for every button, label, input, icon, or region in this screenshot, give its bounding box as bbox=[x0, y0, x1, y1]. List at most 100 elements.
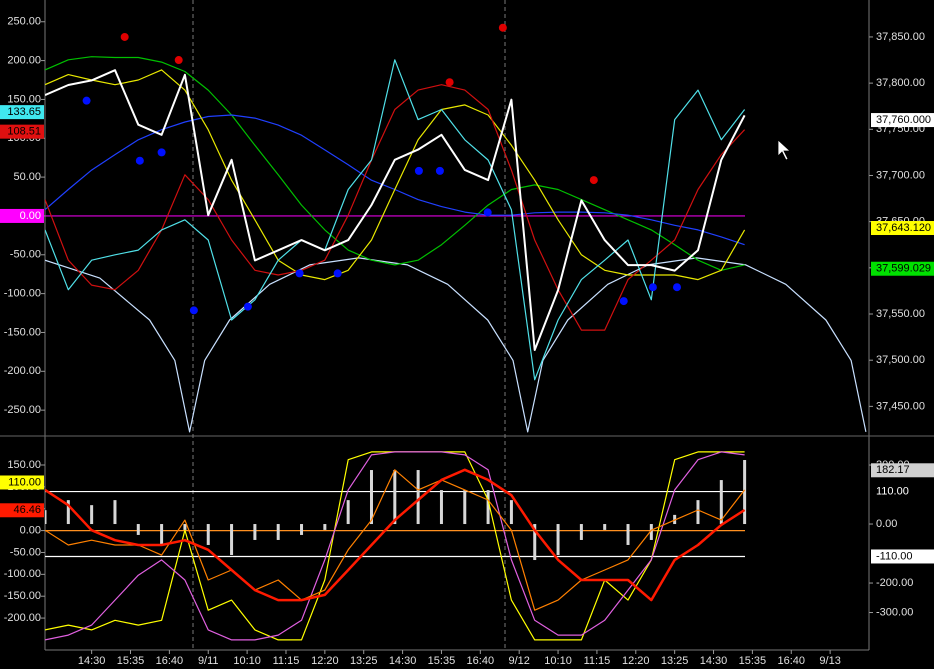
value-tag-label: 37,643.120 bbox=[876, 222, 931, 234]
signal-dot bbox=[498, 23, 507, 32]
y2-tick-label: 37,450.00 bbox=[876, 400, 925, 412]
series-line bbox=[45, 468, 746, 602]
signal-dot bbox=[483, 208, 492, 217]
histogram-bar bbox=[45, 510, 47, 525]
series-line bbox=[45, 59, 746, 381]
value-tag bbox=[0, 475, 44, 490]
histogram-bar bbox=[556, 524, 560, 556]
y2-tick-label: 37,850.00 bbox=[876, 31, 925, 43]
y-tick-label: -100.00 bbox=[4, 568, 41, 580]
histogram-bar bbox=[136, 524, 140, 535]
y2-tick-label: -300.00 bbox=[876, 606, 913, 618]
signal-dot bbox=[243, 302, 252, 311]
y-tick-label: 150.00 bbox=[7, 459, 41, 471]
signal-dot bbox=[120, 32, 129, 41]
panel bbox=[45, 23, 867, 433]
value-tag-label: 37,760.000 bbox=[876, 114, 931, 126]
histogram-bar bbox=[509, 500, 513, 525]
histogram-bar bbox=[230, 524, 234, 556]
signal-dot bbox=[295, 269, 304, 278]
y-tick-label: -150.00 bbox=[4, 326, 41, 338]
y2-tick-label: 37,800.00 bbox=[876, 77, 925, 89]
series-line bbox=[45, 451, 745, 641]
histogram-bar bbox=[369, 470, 373, 525]
histogram-bar bbox=[649, 524, 653, 540]
x-tick-label: 9/11 bbox=[198, 655, 219, 667]
histogram-bar bbox=[323, 524, 327, 530]
histogram-bar bbox=[603, 524, 607, 530]
value-tag-label: 0.00 bbox=[20, 210, 41, 222]
signal-dot bbox=[619, 297, 628, 306]
value-tag bbox=[0, 503, 44, 518]
value-tag-label: -110.00 bbox=[876, 550, 913, 562]
histogram-bar bbox=[579, 524, 583, 540]
histogram-bar bbox=[90, 505, 94, 525]
value-tag bbox=[871, 261, 934, 276]
value-tag-label: 110.00 bbox=[8, 476, 41, 488]
value-tag bbox=[0, 208, 44, 223]
histogram-bar bbox=[253, 524, 257, 540]
value-tag bbox=[871, 113, 934, 128]
y-tick-label: -150.00 bbox=[4, 590, 41, 602]
y2-tick-label: 37,550.00 bbox=[876, 308, 925, 320]
histogram-bar bbox=[276, 524, 280, 540]
histogram-bar bbox=[743, 460, 747, 525]
signal-dot bbox=[648, 283, 657, 292]
value-tag bbox=[871, 221, 934, 236]
y2-tick-label: 37,500.00 bbox=[876, 354, 925, 366]
signal-dot bbox=[157, 148, 166, 157]
x-tick-label: 14:30 bbox=[700, 655, 728, 667]
x-tick-label: 14:30 bbox=[78, 655, 106, 667]
y-tick-label: 50.00 bbox=[13, 171, 41, 183]
histogram-bar bbox=[393, 470, 397, 525]
y-tick-label: -250.00 bbox=[4, 404, 41, 416]
histogram-bar bbox=[346, 500, 350, 525]
x-tick-label: 16:40 bbox=[467, 655, 495, 667]
histogram-bar bbox=[416, 470, 420, 525]
y-tick-label: -200.00 bbox=[4, 365, 41, 377]
signal-dot bbox=[333, 269, 342, 278]
signal-dot bbox=[589, 176, 598, 185]
y-tick-label: 0.00 bbox=[20, 525, 41, 537]
x-tick-label: 16:40 bbox=[777, 655, 805, 667]
histogram-bar bbox=[300, 524, 304, 535]
histogram-bar bbox=[463, 490, 467, 525]
histogram-bar bbox=[696, 500, 700, 525]
series-line bbox=[45, 69, 746, 351]
x-tick-label: 10:10 bbox=[233, 655, 261, 667]
value-tag-label: 37,599.029 bbox=[876, 263, 931, 275]
x-tick-label: 11:15 bbox=[273, 655, 300, 667]
series-line bbox=[45, 56, 745, 271]
x-tick-label: 16:40 bbox=[156, 655, 184, 667]
signal-dot bbox=[174, 56, 183, 65]
y-tick-label: -50.00 bbox=[10, 249, 41, 261]
x-tick-label: 10:10 bbox=[544, 655, 572, 667]
x-tick-label: 13:25 bbox=[350, 655, 378, 667]
x-tick-label: 13:25 bbox=[661, 655, 689, 667]
x-tick-label: 11:15 bbox=[584, 655, 611, 667]
signal-dot bbox=[414, 166, 423, 175]
histogram-bar bbox=[486, 490, 490, 525]
signal-dot bbox=[135, 156, 144, 165]
value-tag bbox=[871, 484, 934, 499]
panel bbox=[45, 451, 747, 641]
histogram-bar bbox=[439, 490, 443, 525]
x-tick-label: 12:20 bbox=[622, 655, 650, 667]
series-line bbox=[45, 257, 867, 433]
histogram-bar bbox=[719, 480, 723, 525]
x-tick-label: 12:20 bbox=[311, 655, 339, 667]
value-tag bbox=[871, 463, 934, 478]
histogram-bar bbox=[113, 500, 117, 525]
value-tag bbox=[871, 549, 934, 564]
x-tick-label: 9/13 bbox=[819, 655, 840, 667]
series-line bbox=[45, 469, 746, 611]
y2-tick-label: 0.00 bbox=[876, 518, 897, 530]
histogram-bar bbox=[66, 500, 70, 525]
signal-dot bbox=[445, 78, 454, 87]
x-tick-label: 15:35 bbox=[428, 655, 456, 667]
y2-tick-label: -200.00 bbox=[876, 577, 913, 589]
y-tick-label: -200.00 bbox=[4, 612, 41, 624]
y-tick-label: -100.00 bbox=[4, 288, 41, 300]
